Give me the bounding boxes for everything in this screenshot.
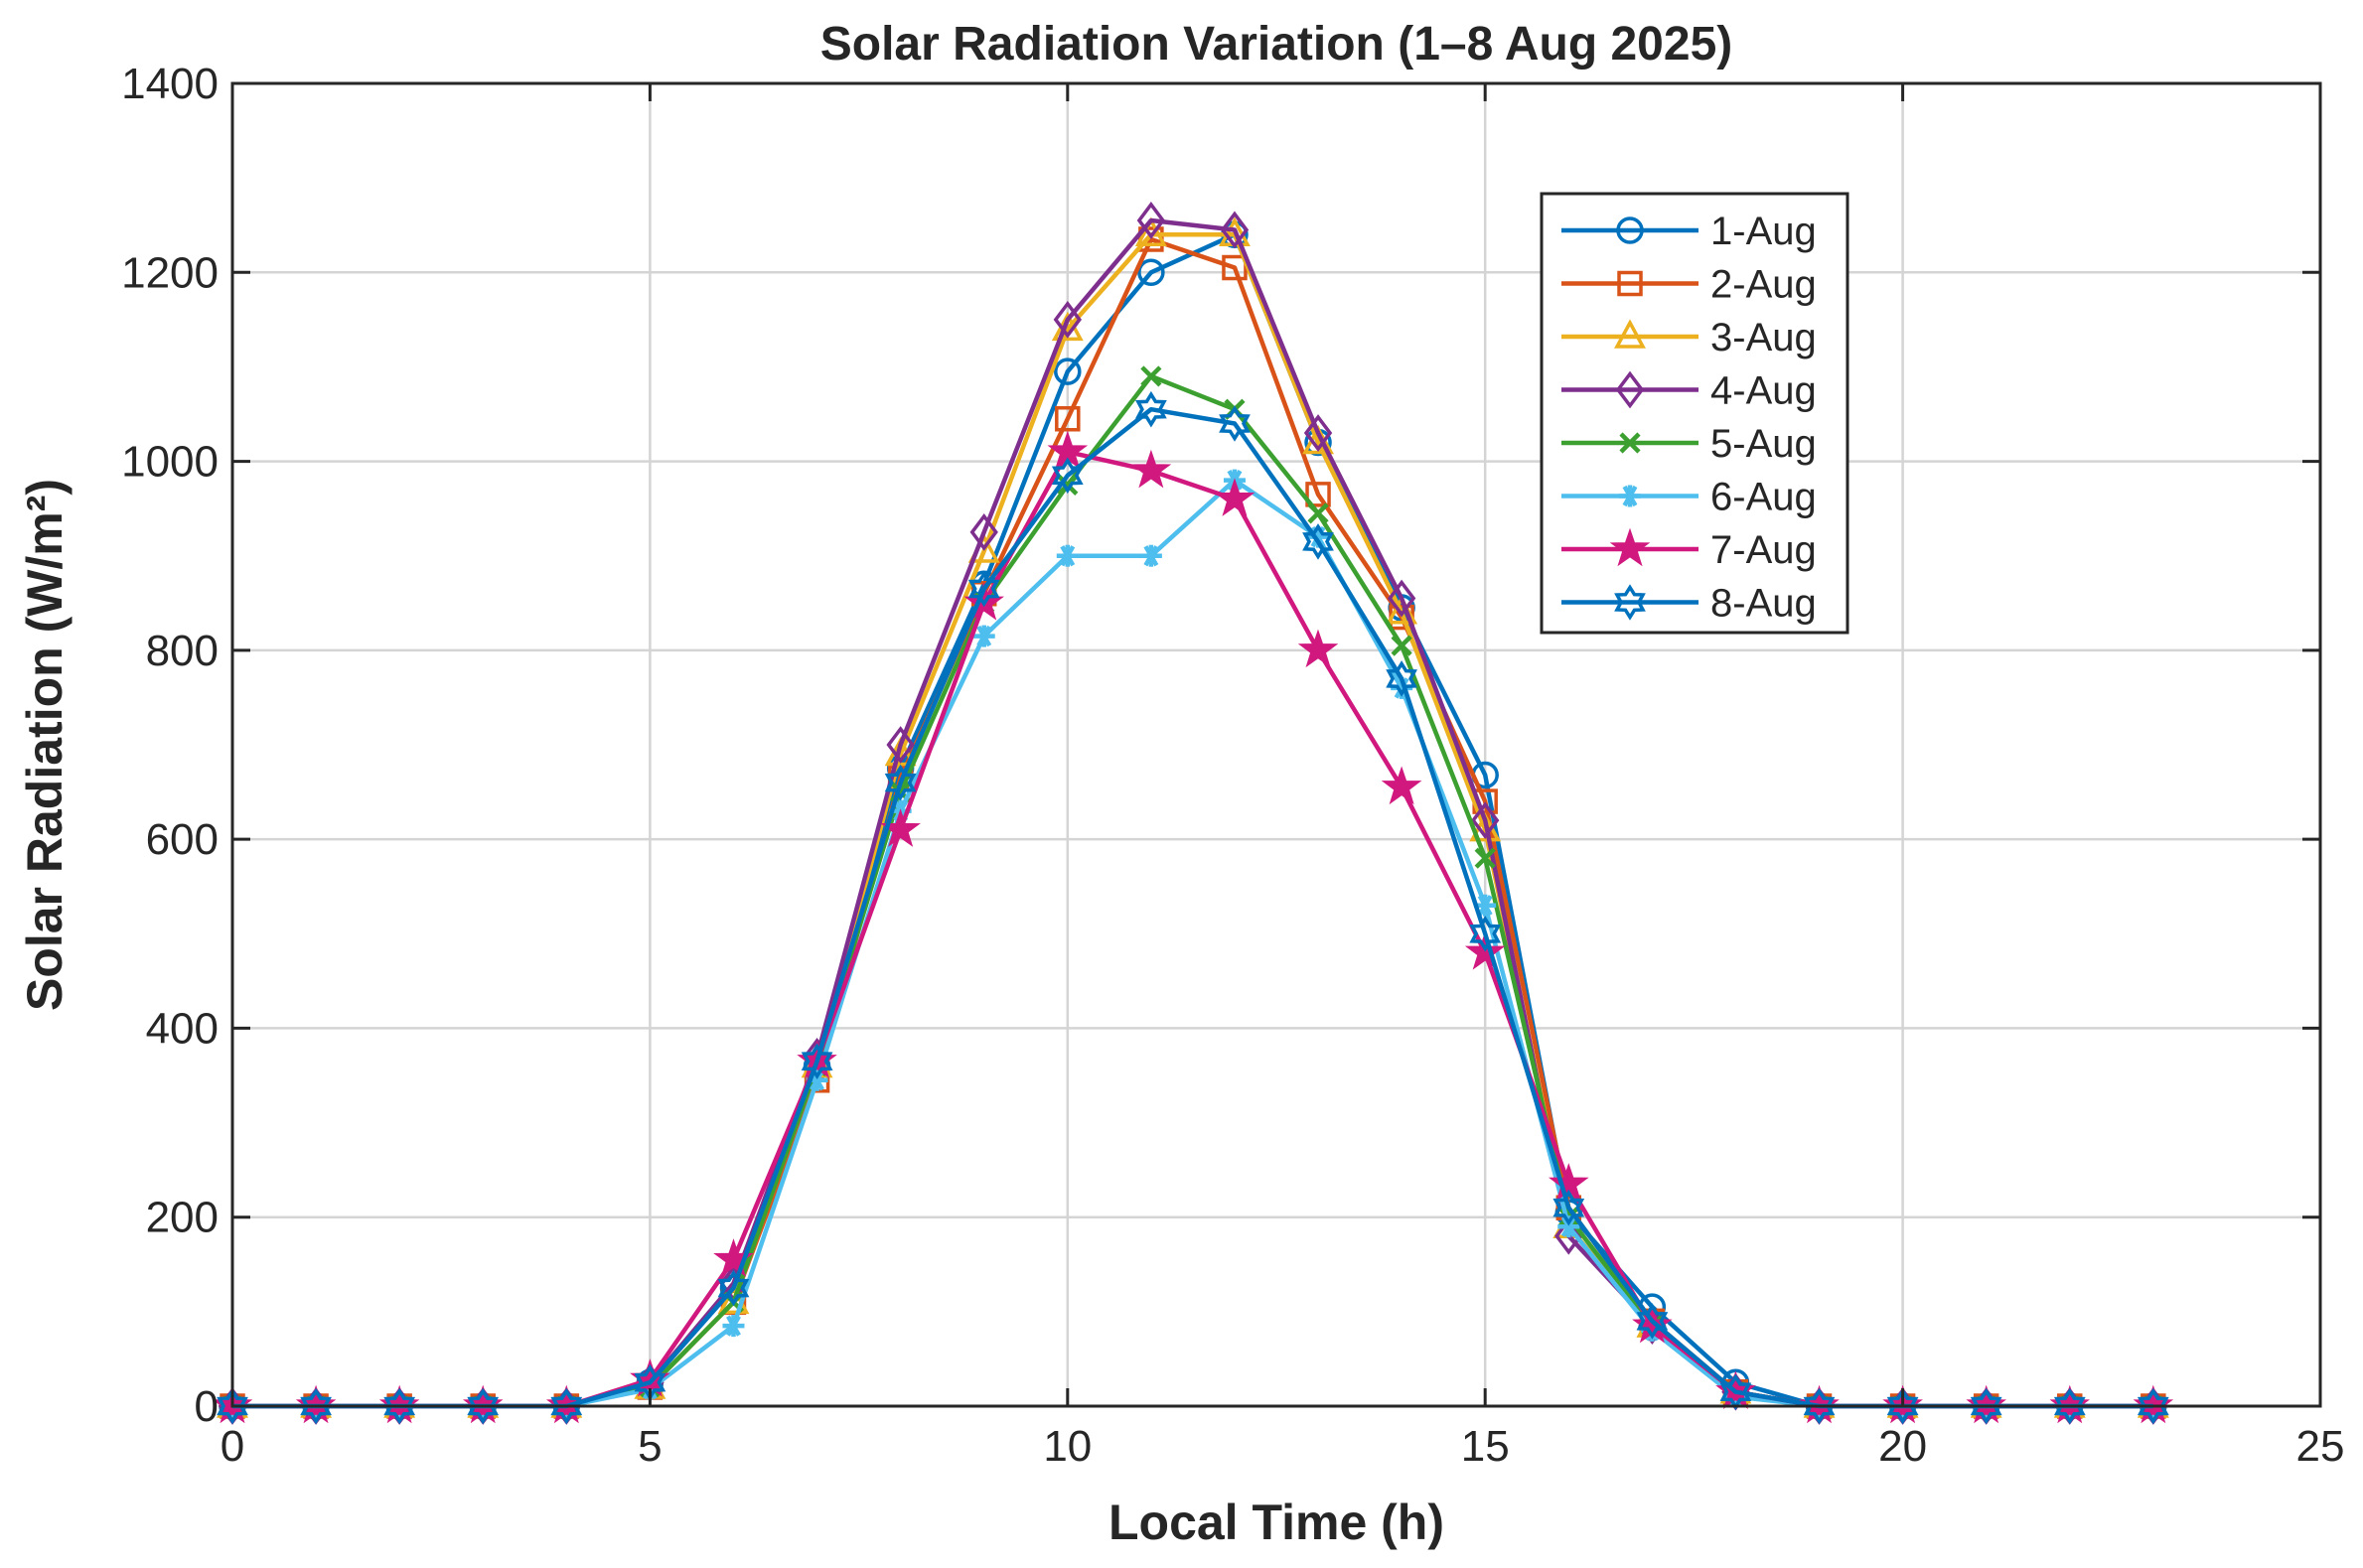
data-point-marker <box>1381 766 1422 805</box>
legend-label: 2-Aug <box>1710 263 1817 307</box>
x-tick-label: 15 <box>1461 1422 1510 1471</box>
data-point-marker <box>1051 457 1084 495</box>
data-point-marker <box>1303 414 1333 452</box>
data-point-marker <box>1140 365 1162 387</box>
data-point-marker <box>300 1387 332 1425</box>
y-tick-label: 1400 <box>121 60 219 108</box>
y-tick-label: 200 <box>146 1194 219 1242</box>
data-point-marker <box>1305 482 1331 507</box>
data-point-marker <box>1130 449 1172 489</box>
data-point-marker <box>1614 319 1646 349</box>
data-point-marker <box>217 1387 248 1425</box>
data-point-marker <box>2137 1387 2169 1425</box>
legend-entry: 4-Aug <box>1561 369 1817 413</box>
y-tick-label: 1200 <box>121 248 219 297</box>
legend-label: 1-Aug <box>1710 210 1817 253</box>
data-point-marker <box>967 570 1000 608</box>
data-point-marker <box>1619 485 1641 507</box>
y-tick-label: 800 <box>146 627 219 675</box>
data-point-marker <box>1057 474 1079 496</box>
legend-label: 4-Aug <box>1710 369 1817 413</box>
x-tick-label: 10 <box>1043 1422 1092 1471</box>
data-point-marker <box>1391 635 1412 656</box>
data-point-marker <box>1387 579 1416 618</box>
data-point-marker <box>1220 211 1250 249</box>
data-point-marker <box>1302 523 1334 560</box>
data-point-marker <box>1139 544 1162 567</box>
plot-frame <box>230 81 2322 1408</box>
x-axis-label: Local Time (h) <box>1108 1495 1444 1550</box>
data-point-marker <box>1055 406 1081 432</box>
data-point-marker <box>2053 1387 2086 1425</box>
legend: 1-Aug 2-Aug 3-Aug 4-Aug 5-Aug 6-Aug 7-Aug 8-Aug <box>1540 192 1849 635</box>
data-point-marker <box>1609 527 1651 567</box>
data-point-marker <box>1136 202 1166 239</box>
legend-entry: 3-Aug <box>1561 316 1817 359</box>
data-point-marker <box>722 1315 745 1338</box>
data-point-marker <box>1054 357 1082 385</box>
legend-label: 3-Aug <box>1710 316 1817 359</box>
data-point-marker <box>1297 629 1339 668</box>
data-point-marker <box>884 764 917 801</box>
y-tick-label: 600 <box>146 815 219 864</box>
data-point-marker <box>1886 1387 1919 1425</box>
data-point-marker <box>717 1269 750 1307</box>
y-tick-label: 1000 <box>121 438 219 487</box>
data-point-marker <box>1134 216 1167 246</box>
grid-lines <box>232 83 2320 1406</box>
data-point-marker <box>1469 915 1502 952</box>
y-tick-label: 400 <box>146 1004 219 1053</box>
axis-ticks: 0 5 10 15 20 25 0 200 400 600 800 1000 1200 1400 <box>121 60 2344 1471</box>
plot-area <box>232 83 2320 1406</box>
legend-label: 5-Aug <box>1710 422 1817 466</box>
legend-entry: 2-Aug <box>1561 263 1817 307</box>
x-tick-label: 0 <box>221 1422 244 1471</box>
legend-label: 6-Aug <box>1710 476 1817 519</box>
data-point-marker <box>1619 432 1641 454</box>
data-point-marker <box>1214 478 1255 516</box>
data-point-marker <box>1614 584 1646 621</box>
data-point-marker <box>467 1387 500 1425</box>
data-point-marker <box>972 625 995 647</box>
data-point-marker <box>383 1387 416 1425</box>
legend-entry: 8-Aug <box>1561 582 1817 626</box>
legend-entry: 5-Aug <box>1561 422 1817 466</box>
data-point-marker <box>1970 1387 2002 1425</box>
data-point-marker <box>1471 801 1500 840</box>
data-point-marker <box>1053 300 1082 339</box>
data-point-marker <box>1552 1189 1585 1226</box>
legend-label: 8-Aug <box>1710 582 1817 626</box>
legend-box <box>1540 192 1849 635</box>
data-point-marker <box>1617 270 1643 297</box>
data-point-marker <box>1474 847 1496 869</box>
data-point-marker <box>1219 405 1251 442</box>
data-point-marker <box>1636 1303 1669 1340</box>
legend-label: 7-Aug <box>1710 528 1817 572</box>
x-tick-label: 25 <box>2296 1422 2345 1471</box>
legend-entry: 1-Aug <box>1561 210 1817 253</box>
data-point-marker <box>1056 544 1079 567</box>
data-point-marker <box>550 1387 583 1425</box>
y-axis-label: Solar Radiation (W/m²) <box>17 479 73 1011</box>
data-point-marker <box>1137 258 1165 287</box>
data-point-marker <box>1803 1387 1836 1425</box>
data-point-marker <box>969 513 998 551</box>
x-tick-label: 20 <box>1878 1422 1927 1471</box>
legend-entry: 7-Aug <box>1561 527 1817 572</box>
x-tick-label: 5 <box>638 1422 662 1471</box>
chart-title: Solar Radiation Variation (1–8 Aug 2025) <box>820 18 1733 71</box>
legend-entry: 6-Aug <box>1561 476 1817 519</box>
data-point-marker <box>1386 660 1417 697</box>
data-point-marker <box>886 726 915 764</box>
data-point-marker <box>1615 370 1645 409</box>
data-point-marker <box>1135 390 1167 428</box>
data-point-marker <box>1616 216 1644 244</box>
data-point-marker <box>801 1043 833 1080</box>
y-tick-label: 0 <box>195 1382 219 1431</box>
data-point-marker <box>1307 502 1329 524</box>
